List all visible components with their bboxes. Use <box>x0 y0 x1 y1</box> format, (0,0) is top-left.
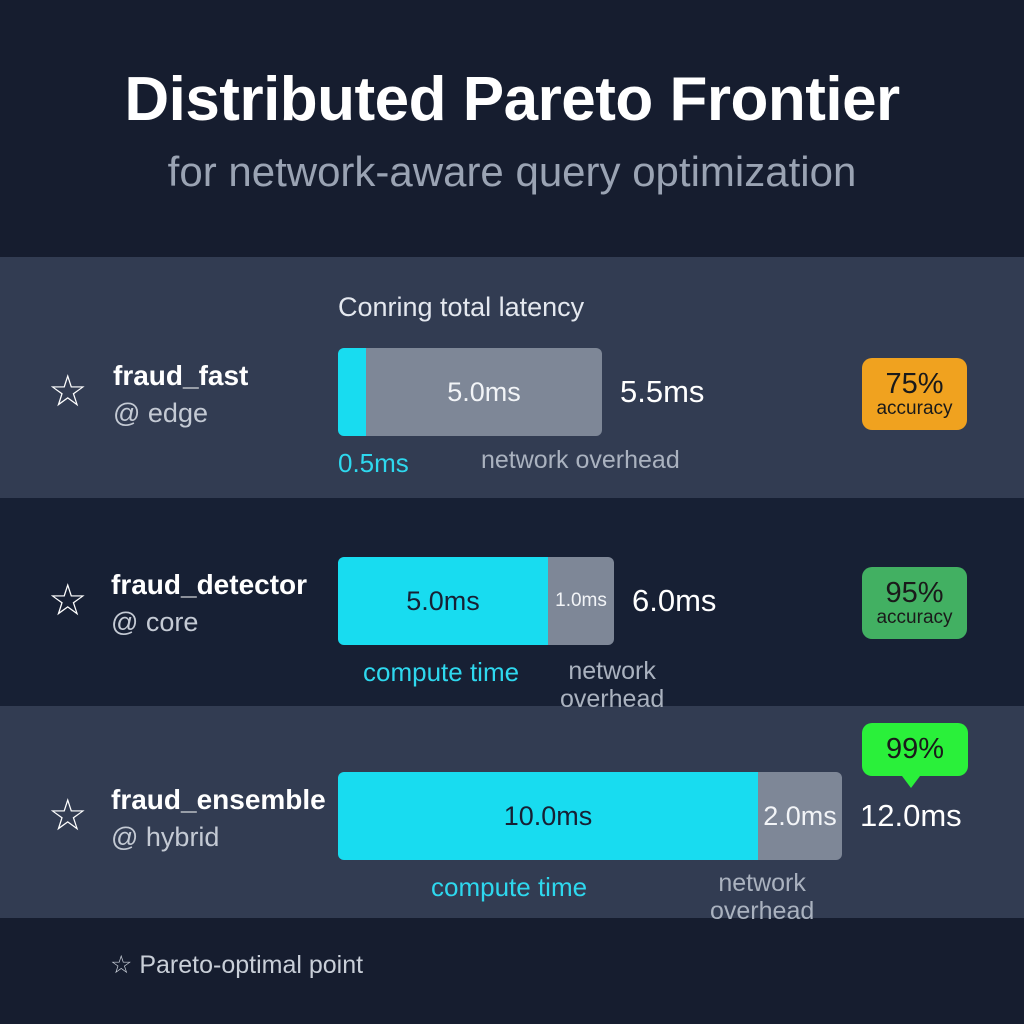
pareto-star-icon: ☆ <box>48 576 88 625</box>
network-caption: network overhead <box>710 869 814 925</box>
compute-segment: 5.0ms <box>338 557 548 645</box>
latency-bar-fraud_detector: 5.0ms 1.0ms <box>338 557 614 645</box>
latency-bar-fraud_ensemble: 10.0ms 2.0ms <box>338 772 842 860</box>
network-value-label: 1.0ms <box>555 590 607 611</box>
compute-caption: compute time <box>431 872 588 902</box>
network-caption-line: network <box>718 869 806 897</box>
network-caption-line: network overhead <box>481 446 680 474</box>
network-caption: network overhead <box>481 446 680 474</box>
network-segment: 1.0ms <box>548 557 614 645</box>
accuracy-badge-fraud_detector: 95% accuracy <box>862 567 967 639</box>
compute-value-label: 5.0ms <box>406 585 480 616</box>
accuracy-badge-fraud_fast: 75% accuracy <box>862 358 967 430</box>
network-segment: 2.0ms <box>758 772 842 860</box>
compute-segment <box>338 348 366 436</box>
accuracy-badge-fraud_ensemble: 99% <box>862 723 968 776</box>
network-value-label: 5.0ms <box>447 376 521 407</box>
accuracy-badge-pointer <box>902 776 920 788</box>
compute-segment: 10.0ms <box>338 772 758 860</box>
model-name-fraud_ensemble: fraud_ensemble <box>111 784 326 815</box>
model-location-fraud_detector: @ core <box>111 607 199 637</box>
pareto-star-icon: ☆ <box>48 791 88 840</box>
model-location-fraud_ensemble: @ hybrid <box>111 822 220 852</box>
network-caption-line: overhead <box>560 685 665 713</box>
accuracy-value: 99% <box>885 733 945 765</box>
network-value-label: 2.0ms <box>763 800 837 831</box>
accuracy-value: 95% <box>885 577 944 609</box>
network-caption: network overhead <box>560 657 664 713</box>
compute-value-label: 10.0ms <box>503 800 593 831</box>
compute-caption: compute time <box>363 657 520 687</box>
model-location-fraud_fast: @ edge <box>113 398 208 428</box>
chart-header: Conring total latency <box>338 292 585 322</box>
accuracy-label: accuracy <box>876 607 953 628</box>
legend-pareto-optimal: ☆ Pareto-optimal point <box>110 951 364 979</box>
latency-bar-fraud_fast: 5.0ms <box>338 348 602 436</box>
pareto-star-icon: ☆ <box>48 367 88 416</box>
page-subtitle: for network-aware query optimization <box>167 148 857 195</box>
page-title: Distributed Pareto Frontier <box>124 65 900 134</box>
network-caption-line: network <box>568 657 656 685</box>
total-latency-fraud_ensemble: 12.0ms <box>860 798 962 833</box>
network-caption-line: overhead <box>710 897 815 925</box>
accuracy-value: 75% <box>885 368 944 400</box>
total-latency-fraud_detector: 6.0ms <box>632 583 717 618</box>
total-latency-fraud_fast: 5.5ms <box>620 374 705 409</box>
compute-caption: 0.5ms <box>338 448 409 478</box>
model-name-fraud_detector: fraud_detector <box>111 569 308 600</box>
model-name-fraud_fast: fraud_fast <box>113 360 249 391</box>
accuracy-label: accuracy <box>876 398 953 419</box>
network-segment: 5.0ms <box>366 348 602 436</box>
